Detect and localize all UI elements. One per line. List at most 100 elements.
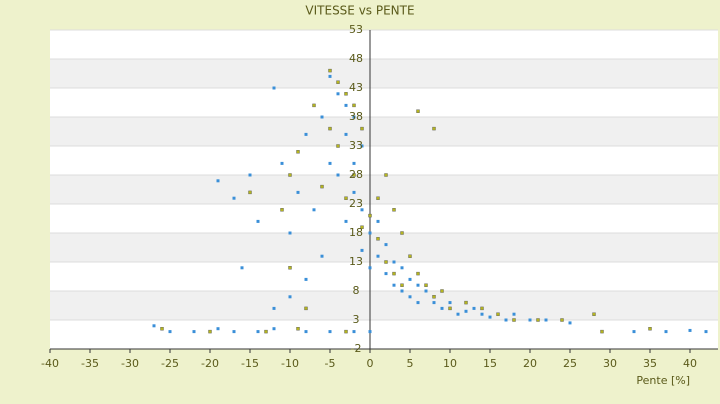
- point: [232, 196, 236, 200]
- point: [304, 277, 308, 281]
- point: [344, 329, 348, 334]
- y-tick-label: 18: [349, 226, 363, 239]
- point: [392, 208, 396, 212]
- point: [240, 266, 244, 270]
- y-tick-label: 3: [353, 313, 360, 326]
- grid-band: [50, 117, 718, 146]
- point: [376, 219, 380, 223]
- grid-band: [50, 291, 718, 320]
- point: [360, 225, 364, 229]
- point: [360, 208, 364, 212]
- point: [152, 324, 156, 328]
- point: [296, 150, 300, 154]
- point: [280, 208, 284, 212]
- x-tick-label: -5: [325, 357, 336, 370]
- point: [536, 318, 540, 322]
- point: [208, 329, 212, 334]
- point: [424, 283, 428, 287]
- x-tick-label: 20: [523, 357, 537, 370]
- point: [464, 309, 468, 313]
- point: [232, 330, 236, 334]
- point: [384, 260, 388, 264]
- point: [440, 306, 444, 310]
- point: [376, 196, 380, 200]
- x-tick-label: -15: [241, 357, 259, 370]
- point: [512, 312, 516, 316]
- point: [384, 173, 388, 177]
- point: [344, 219, 348, 223]
- point: [328, 74, 332, 78]
- point: [448, 301, 452, 305]
- point: [416, 283, 420, 287]
- point: [392, 271, 396, 276]
- point: [560, 318, 564, 322]
- y-tick-label: 33: [349, 139, 363, 152]
- point: [400, 266, 404, 270]
- y-tick-label: 23: [349, 197, 363, 210]
- point: [352, 190, 356, 194]
- x-axis-label: Pente [%]: [636, 374, 690, 387]
- x-tick-label: -10: [281, 357, 299, 370]
- y-tick-label: 28: [349, 168, 363, 181]
- point: [432, 301, 436, 305]
- x-tick-label: -40: [41, 357, 59, 370]
- point: [408, 295, 412, 299]
- point: [600, 329, 604, 334]
- point: [296, 190, 300, 194]
- point: [288, 173, 292, 177]
- point: [376, 254, 380, 258]
- point: [336, 173, 340, 177]
- point: [304, 306, 308, 311]
- point: [592, 312, 596, 316]
- point: [392, 260, 396, 264]
- point: [248, 173, 252, 177]
- point: [256, 330, 260, 334]
- point: [416, 301, 420, 305]
- point: [352, 115, 356, 119]
- point: [440, 289, 444, 293]
- point: [360, 248, 364, 252]
- point: [336, 144, 340, 148]
- point: [568, 321, 572, 325]
- point: [384, 272, 388, 276]
- y-tick-label: 8: [353, 284, 360, 297]
- point: [456, 312, 460, 316]
- x-tick-label: -20: [201, 357, 219, 370]
- point: [512, 318, 516, 322]
- point: [352, 330, 356, 334]
- point: [416, 109, 420, 113]
- point: [344, 92, 348, 96]
- point: [328, 161, 332, 165]
- x-tick-label: 30: [603, 357, 617, 370]
- point: [368, 231, 372, 235]
- point: [344, 196, 348, 200]
- y-tick-label: -2: [351, 342, 362, 355]
- point: [216, 327, 220, 331]
- point: [360, 144, 364, 148]
- point: [688, 328, 692, 332]
- point: [528, 318, 532, 322]
- chart-title: VITESSE vs PENTE: [305, 4, 414, 18]
- x-tick-label: 15: [483, 357, 497, 370]
- point: [416, 271, 420, 276]
- grid-band: [50, 59, 718, 88]
- x-tick-label: -30: [121, 357, 139, 370]
- point: [288, 231, 292, 235]
- point: [264, 329, 268, 334]
- point: [368, 266, 372, 270]
- point: [496, 312, 500, 316]
- y-tick-label: 43: [349, 81, 363, 94]
- point: [400, 231, 404, 235]
- point: [304, 330, 308, 334]
- point: [336, 92, 340, 96]
- point: [384, 243, 388, 247]
- point: [504, 318, 508, 322]
- y-tick-label: 48: [349, 52, 363, 65]
- grid-band: [50, 175, 718, 204]
- point: [488, 315, 492, 319]
- point: [344, 103, 348, 107]
- point: [352, 161, 356, 165]
- x-tick-label: -35: [81, 357, 99, 370]
- point: [704, 330, 708, 334]
